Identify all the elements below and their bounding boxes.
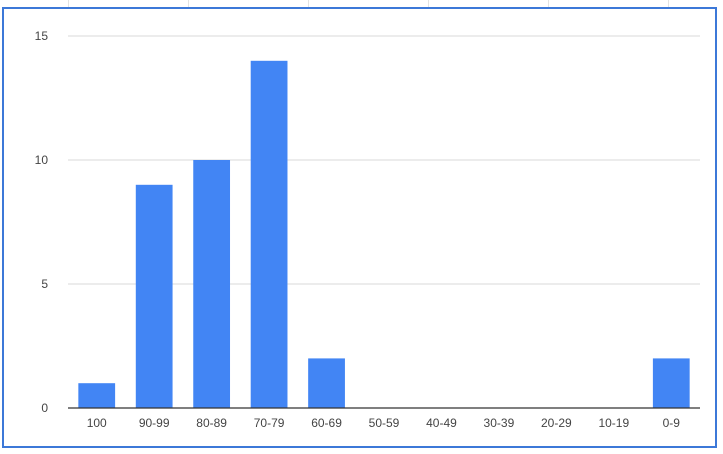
x-tick-label: 60-69	[311, 416, 342, 430]
y-tick-label: 10	[35, 153, 49, 167]
sheet-column-divider	[68, 0, 69, 8]
bar-60-69[interactable]	[308, 358, 345, 408]
x-tick-label: 40-49	[426, 416, 457, 430]
bar-80-89[interactable]	[193, 160, 231, 408]
y-tick-label: 15	[35, 29, 49, 43]
x-tick-label: 80-89	[196, 416, 227, 430]
chart-frame[interactable]	[2, 7, 717, 448]
x-tick-label: 30-39	[484, 416, 515, 430]
x-tick-label: 90-99	[139, 416, 170, 430]
y-tick-label: 0	[41, 401, 48, 415]
sheet-column-divider	[188, 0, 189, 8]
bars	[78, 60, 690, 409]
x-tick-label: 10-19	[598, 416, 629, 430]
y-axis-ticks: 0 5 10 15	[35, 29, 49, 415]
sheet-column-divider	[308, 0, 309, 8]
x-tick-label: 50-59	[369, 416, 400, 430]
bar-70-79[interactable]	[250, 60, 288, 409]
x-tick-label: 20-29	[541, 416, 572, 430]
y-tick-label: 5	[41, 277, 48, 291]
x-tick-label: 70-79	[254, 416, 285, 430]
gridlines	[68, 35, 700, 285]
x-tick-label: 0-9	[663, 416, 681, 430]
x-axis-ticks: 100 90-99 80-89 70-79 60-69 50-59 40-49 30-39 20…	[87, 416, 681, 430]
sheet-column-divider	[548, 0, 549, 8]
x-tick-label: 100	[87, 416, 107, 430]
bar-90-99[interactable]	[135, 184, 173, 408]
sheet-column-divider	[668, 0, 669, 8]
bar-0-9[interactable]	[652, 358, 690, 408]
sheet-column-divider	[428, 0, 429, 8]
bar-100[interactable]	[78, 383, 116, 408]
